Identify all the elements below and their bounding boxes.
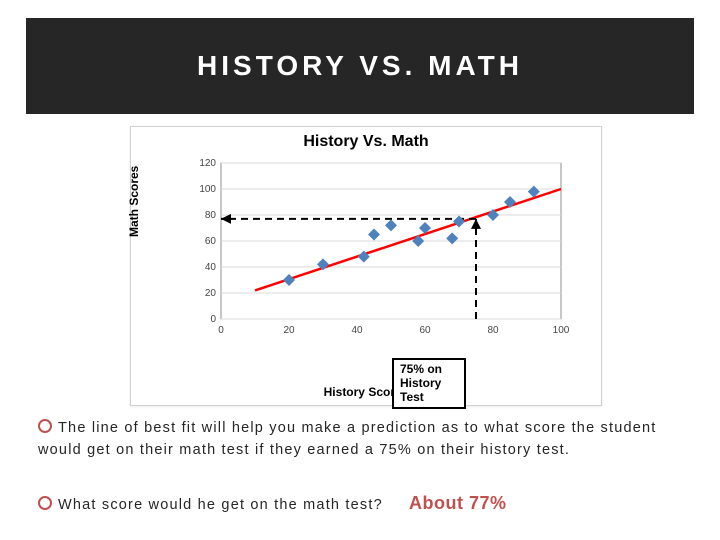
scatter-plot: 0 20 40 60 80 100 120 0 20 40 60 80 100 [193,157,571,347]
svg-text:20: 20 [205,288,217,299]
svg-text:120: 120 [199,158,216,169]
bullet-2: What score would he get on the math test… [38,490,682,517]
x-axis-label: History Scores [131,385,601,399]
callout-line2: History [400,376,441,390]
title-bar: HISTORY VS. MATH [26,18,694,114]
bullet-1-text: The line of best fit will help you make … [38,420,657,458]
bullet-2-text: What score would he get on the math test… [58,497,383,513]
svg-text:100: 100 [553,325,570,336]
slide: HISTORY VS. MATH History Vs. Math 0 20 40 6… [0,0,720,540]
bullet-icon [38,496,52,510]
svg-text:60: 60 [419,325,431,336]
answer-text: About 77% [409,493,507,513]
callout-box: 75% on History Test [392,358,466,409]
svg-text:80: 80 [205,210,217,221]
y-axis-label: Math Scores [127,166,141,237]
svg-text:40: 40 [205,262,217,273]
slide-title: HISTORY VS. MATH [197,50,523,82]
chart-container: History Vs. Math 0 20 40 60 80 100 120 0 20 40 60 8… [130,126,602,406]
bullet-icon [38,419,52,433]
svg-text:100: 100 [199,184,216,195]
callout-line3: Test [400,390,424,404]
svg-text:80: 80 [487,325,499,336]
bullet-1: The line of best fit will help you make … [38,418,682,462]
svg-text:0: 0 [210,314,216,325]
svg-text:0: 0 [218,325,224,336]
svg-text:40: 40 [351,325,363,336]
svg-text:60: 60 [205,236,217,247]
chart-title: History Vs. Math [131,133,601,151]
callout-line1: 75% on [400,362,442,376]
svg-text:20: 20 [283,325,295,336]
